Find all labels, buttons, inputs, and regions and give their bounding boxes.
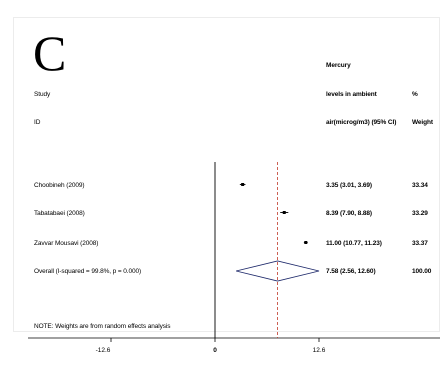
header-weight-line1: % xyxy=(412,91,418,98)
header-weight-line2: Weight xyxy=(412,119,433,126)
note-text: NOTE: Weights are from random effects an… xyxy=(34,323,171,330)
header-id: ID xyxy=(34,119,41,126)
study-point xyxy=(241,183,245,186)
study-label: Zavvar Mousavi (2008) xyxy=(34,240,99,247)
overall-weight: 100.00 xyxy=(412,268,432,275)
study-weight: 33.34 xyxy=(412,182,428,189)
study-point xyxy=(282,211,286,214)
x-tick-label: 0 xyxy=(213,347,217,354)
study-ci-text: 11.00 (10.77, 11.23) xyxy=(326,240,382,247)
header-effect-line2: levels in ambient xyxy=(326,91,377,98)
header-effect-line1: Mercury xyxy=(326,62,351,69)
plot-panel xyxy=(13,17,440,332)
overall-ci-text: 7.58 (2.56, 12.60) xyxy=(326,268,376,275)
study-ci-text: 8.39 (7.90, 8.88) xyxy=(326,210,372,217)
study-ci-text: 3.35 (3.01, 3.69) xyxy=(326,182,372,189)
panel-letter: C xyxy=(33,25,67,81)
study-weight: 33.37 xyxy=(412,240,428,247)
x-tick-label: 12.6 xyxy=(312,347,326,354)
overall-diamond xyxy=(236,260,320,282)
overall-label: Overall (I-squared = 99.8%, p = 0.000) xyxy=(34,268,142,275)
study-weight: 33.29 xyxy=(412,210,428,217)
header-effect-line3: air(microg/m3) (95% CI) xyxy=(326,119,397,126)
study-point xyxy=(304,241,308,244)
study-label: Choobineh (2009) xyxy=(34,182,85,189)
header-study: Study xyxy=(34,91,51,98)
study-label: Tabatabaei (2008) xyxy=(34,210,85,217)
x-tick-label: -12.6 xyxy=(95,347,111,354)
